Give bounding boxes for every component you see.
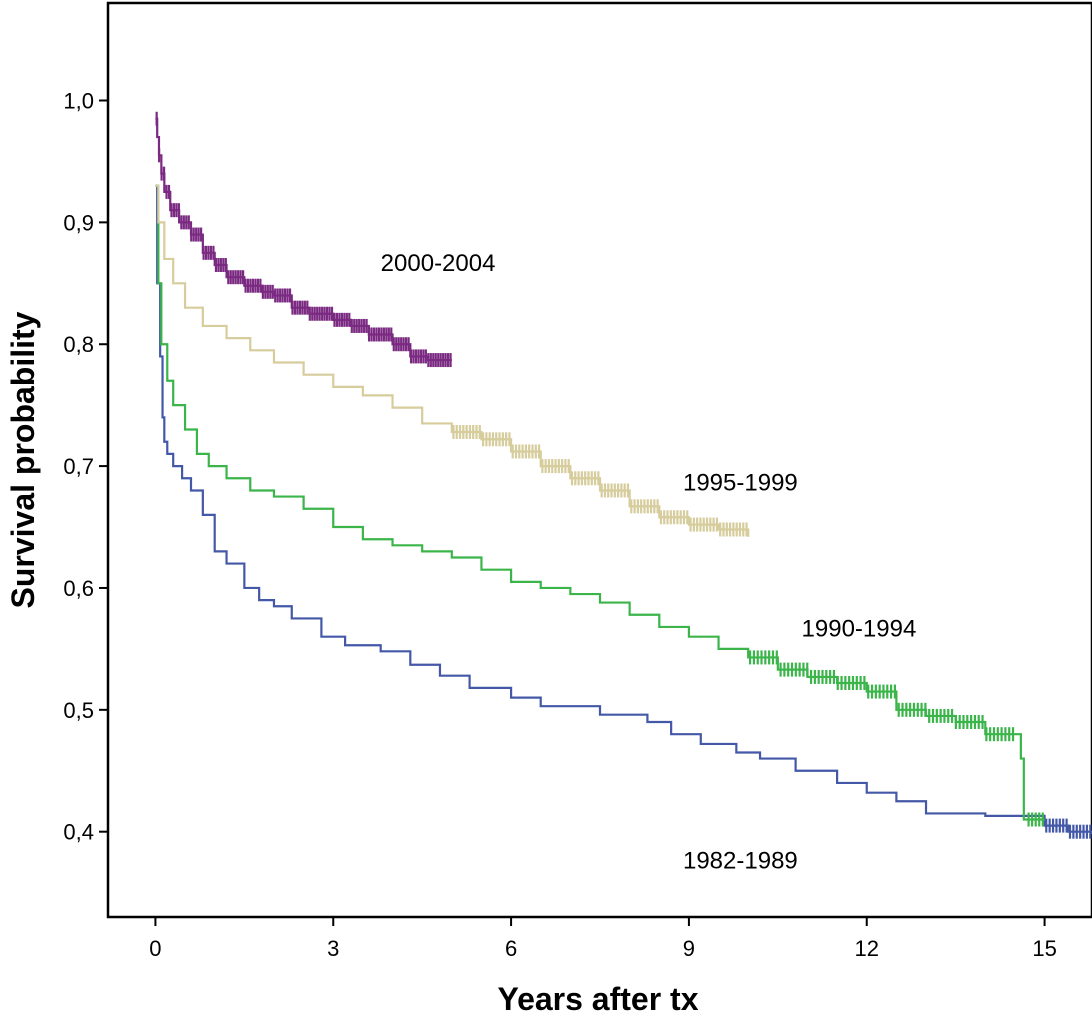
y-tick-label: 0,8: [63, 332, 94, 357]
series-label: 1995-1999: [683, 469, 798, 496]
x-tick-label: 12: [855, 936, 879, 961]
plot-frame: [106, 1, 1092, 919]
y-axis: 0,4 0,5 0,6 0,7 0,8 0,9 1,0: [63, 88, 108, 845]
y-tick-label: 0,7: [63, 454, 94, 479]
survival-curve: [155, 184, 750, 537]
x-tick-label: 15: [1032, 936, 1056, 961]
survival-curve: [155, 117, 452, 362]
x-tick-label: 9: [683, 936, 695, 961]
survival-curve: [155, 184, 1045, 821]
y-tick-label: 1,0: [63, 88, 94, 113]
x-axis-title: Years after tx: [497, 981, 698, 1017]
series-1990-1994: [155, 184, 1045, 827]
x-tick-label: 6: [505, 936, 517, 961]
y-tick-label: 0,6: [63, 576, 94, 601]
y-tick-label: 0,4: [63, 820, 94, 845]
series-2000-2004: [155, 111, 452, 368]
series-label: 2000-2004: [381, 250, 496, 277]
x-tick-label: 3: [327, 936, 339, 961]
series-labels: 1982-1989 1990-1994 1995-1999 2000-2004: [381, 250, 917, 874]
x-axis: 0 3 6 9 12 15: [149, 917, 1057, 961]
series-label: 1982-1989: [683, 847, 798, 874]
series-label: 1990-1994: [802, 616, 917, 643]
y-axis-title: Survival probability: [5, 311, 41, 608]
series-1982-1989: [155, 184, 1092, 839]
series-layer: [155, 111, 1092, 839]
x-tick-label: 0: [149, 936, 161, 961]
y-tick-label: 0,9: [63, 210, 94, 235]
y-tick-label: 0,5: [63, 698, 94, 723]
survival-curve: [155, 184, 1092, 835]
series-1995-1999: [155, 184, 750, 537]
